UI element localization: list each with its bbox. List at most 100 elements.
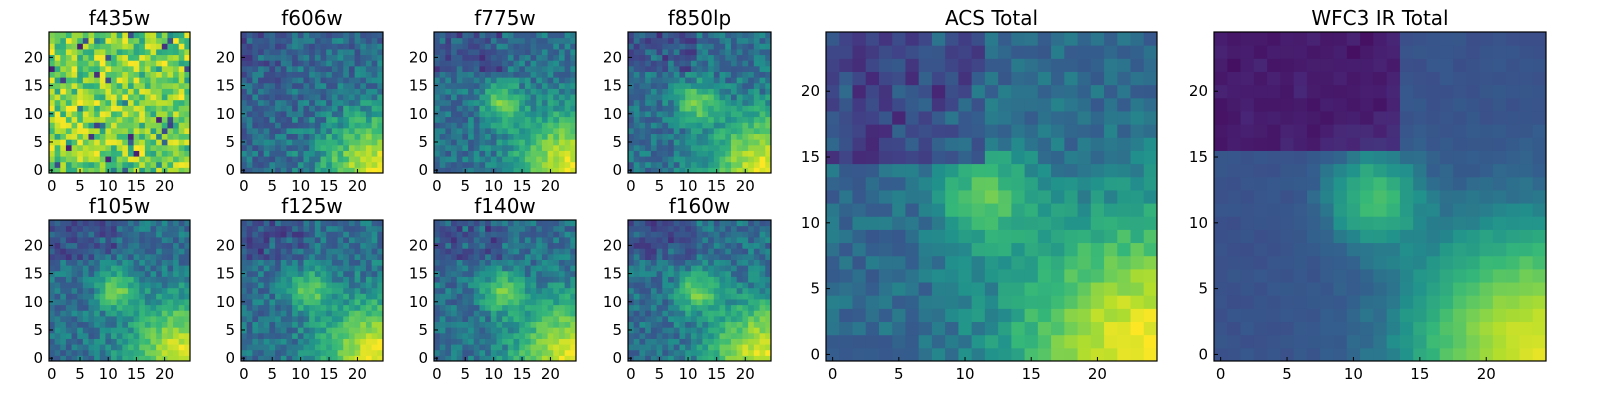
heatmap-cell	[111, 231, 118, 238]
heatmap-cell	[252, 48, 259, 56]
heatmap-cell	[49, 150, 56, 157]
heatmap-cell	[685, 116, 692, 123]
heatmap-cell	[434, 287, 441, 294]
heatmap-cell	[490, 338, 497, 345]
heatmap-cell	[99, 293, 106, 300]
heatmap-cell	[725, 310, 732, 317]
heatmap-cell	[111, 236, 118, 244]
heatmap-cell	[468, 321, 475, 328]
heatmap-cell	[742, 99, 749, 106]
heatmap-cell	[519, 105, 526, 112]
heatmap-cell	[445, 110, 452, 118]
heatmap-cell	[258, 349, 265, 356]
heatmap-cell	[496, 150, 503, 157]
y-tick-label: 15	[216, 265, 235, 283]
heatmap-cell	[111, 355, 118, 362]
heatmap-cell	[354, 105, 361, 112]
heatmap-cell	[668, 287, 675, 294]
heatmap-cell	[280, 150, 287, 157]
heatmap-cell	[360, 133, 367, 140]
heatmap-cell	[502, 338, 509, 345]
heatmap-cell	[354, 71, 361, 78]
heatmap-cell	[111, 48, 118, 56]
heatmap-cell	[485, 236, 492, 244]
heatmap-cell	[88, 65, 95, 72]
heatmap-cell	[269, 122, 276, 129]
y-tick-label: 0	[33, 161, 43, 179]
heatmap-cell	[150, 77, 157, 84]
heatmap-cell	[650, 139, 658, 146]
heatmap-cell	[645, 54, 652, 61]
heatmap-cell	[685, 37, 692, 44]
heatmap-cell	[184, 253, 191, 260]
heatmap-cell	[280, 144, 287, 151]
heatmap-cell	[65, 242, 73, 249]
heatmap-cell	[690, 144, 698, 151]
heatmap-cell	[434, 265, 441, 272]
heatmap-cell	[337, 259, 344, 266]
heatmap-cell	[111, 298, 118, 306]
heatmap-cell	[468, 355, 475, 362]
heatmap-cell	[564, 82, 571, 89]
heatmap-cell	[570, 282, 577, 289]
heatmap-cell	[541, 338, 549, 345]
heatmap-cell	[309, 270, 316, 277]
heatmap-cell	[536, 236, 543, 244]
heatmap-cell	[320, 60, 327, 67]
heatmap-cell	[553, 65, 560, 72]
heatmap-cell	[451, 161, 458, 168]
heatmap-cell	[178, 220, 185, 227]
heatmap-cell	[439, 133, 446, 140]
heatmap-cell	[127, 161, 135, 168]
heatmap-cell	[473, 220, 480, 227]
heatmap-cell	[116, 220, 123, 227]
heatmap-cell	[133, 116, 140, 123]
heatmap-cell	[708, 310, 715, 317]
heatmap-cell	[173, 133, 180, 140]
heatmap-cell	[139, 338, 146, 345]
heatmap-cell	[439, 270, 446, 277]
heatmap-cell	[246, 60, 253, 67]
heatmap-cell	[679, 349, 686, 356]
heatmap-cell	[451, 133, 458, 140]
heatmap-cell	[553, 32, 560, 39]
heatmap-cell	[553, 220, 560, 227]
heatmap-cell	[490, 298, 497, 306]
x-tick-label: 0	[47, 177, 57, 195]
heatmap-cell	[184, 37, 191, 44]
heatmap-cell	[49, 304, 56, 311]
heatmap-cell	[519, 94, 526, 101]
heatmap-cell	[82, 161, 89, 168]
heatmap-cell	[343, 355, 350, 362]
heatmap-cell	[167, 77, 174, 84]
heatmap-cell	[519, 65, 526, 72]
heatmap-cell	[639, 161, 646, 168]
heatmap-cell	[690, 315, 698, 323]
heatmap-cell	[633, 139, 640, 146]
heatmap-cell	[730, 270, 738, 277]
heatmap-cell	[252, 161, 259, 168]
heatmap-cell	[269, 248, 276, 255]
heatmap-cell	[292, 344, 299, 351]
heatmap-cell	[708, 133, 715, 140]
heatmap-cell	[150, 310, 157, 317]
heatmap-cell	[156, 105, 163, 112]
panel-title: f160w	[669, 194, 731, 218]
heatmap-cell	[144, 133, 152, 140]
heatmap-cell	[633, 321, 640, 328]
heatmap-cell	[759, 82, 766, 89]
heatmap-cell	[122, 99, 129, 106]
heatmap-cell	[748, 54, 755, 61]
heatmap-cell	[71, 71, 78, 78]
heatmap-cell	[753, 161, 761, 168]
heatmap-cell	[530, 82, 537, 89]
heatmap-cell	[111, 60, 118, 67]
heatmap-cell	[246, 276, 253, 283]
heatmap-cell	[127, 287, 135, 294]
heatmap-cell	[365, 48, 373, 56]
heatmap-cell	[713, 315, 721, 323]
heatmap-cell	[167, 82, 174, 89]
heatmap-cell	[365, 110, 373, 118]
heatmap-cell	[439, 332, 446, 339]
heatmap-cell	[82, 127, 89, 135]
